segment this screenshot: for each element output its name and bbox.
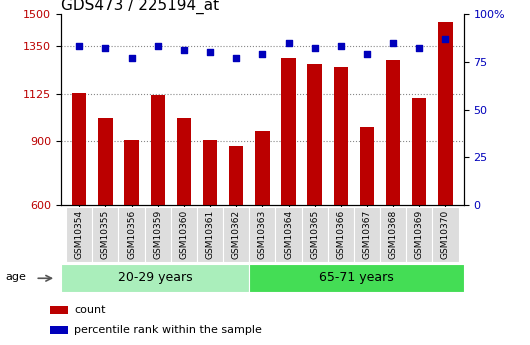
Bar: [438, 22, 453, 205]
Bar: [255, 131, 270, 205]
Bar: [333, 67, 348, 205]
Text: GSM10354: GSM10354: [75, 210, 84, 259]
FancyBboxPatch shape: [380, 207, 406, 262]
FancyBboxPatch shape: [66, 207, 92, 262]
Point: [206, 49, 214, 55]
Point: [127, 55, 136, 61]
Point: [363, 51, 371, 57]
Text: GSM10365: GSM10365: [310, 210, 319, 259]
Point: [284, 40, 293, 45]
FancyBboxPatch shape: [171, 207, 197, 262]
Bar: [98, 118, 112, 205]
Bar: [307, 64, 322, 205]
Point: [441, 36, 449, 41]
Text: GSM10364: GSM10364: [284, 210, 293, 259]
Point: [258, 51, 267, 57]
Text: percentile rank within the sample: percentile rank within the sample: [74, 325, 262, 335]
Text: GSM10359: GSM10359: [153, 210, 162, 259]
Text: GSM10363: GSM10363: [258, 210, 267, 259]
Text: GSM10367: GSM10367: [363, 210, 372, 259]
FancyBboxPatch shape: [145, 207, 171, 262]
Point: [154, 43, 162, 49]
FancyBboxPatch shape: [276, 207, 302, 262]
Text: GSM10366: GSM10366: [337, 210, 346, 259]
Text: GSM10368: GSM10368: [388, 210, 398, 259]
FancyBboxPatch shape: [92, 207, 119, 262]
Text: count: count: [74, 305, 105, 315]
Text: GSM10356: GSM10356: [127, 210, 136, 259]
FancyBboxPatch shape: [249, 207, 276, 262]
FancyBboxPatch shape: [61, 264, 249, 292]
Point: [75, 43, 84, 49]
FancyBboxPatch shape: [354, 207, 380, 262]
Bar: [386, 60, 400, 205]
Text: 20-29 years: 20-29 years: [118, 271, 192, 284]
FancyBboxPatch shape: [223, 207, 249, 262]
Text: age: age: [5, 272, 26, 282]
Text: GSM10370: GSM10370: [441, 210, 450, 259]
Text: GSM10369: GSM10369: [415, 210, 424, 259]
Text: GSM10360: GSM10360: [179, 210, 188, 259]
FancyBboxPatch shape: [249, 264, 464, 292]
Bar: [125, 140, 139, 205]
FancyBboxPatch shape: [328, 207, 354, 262]
FancyBboxPatch shape: [302, 207, 328, 262]
Point: [415, 46, 423, 51]
Bar: [176, 118, 191, 205]
Bar: [72, 92, 86, 205]
Bar: [50, 326, 68, 334]
Text: GSM10355: GSM10355: [101, 210, 110, 259]
Bar: [412, 98, 427, 205]
Point: [101, 46, 110, 51]
FancyBboxPatch shape: [406, 207, 432, 262]
Text: GSM10361: GSM10361: [206, 210, 215, 259]
FancyBboxPatch shape: [119, 207, 145, 262]
Bar: [151, 95, 165, 205]
Point: [311, 46, 319, 51]
Point: [232, 55, 241, 61]
Bar: [281, 58, 296, 205]
Text: 65-71 years: 65-71 years: [319, 271, 394, 284]
Bar: [360, 127, 374, 205]
Point: [337, 43, 345, 49]
Bar: [203, 140, 217, 205]
Bar: [50, 306, 68, 314]
Text: GSM10362: GSM10362: [232, 210, 241, 259]
Bar: [229, 146, 243, 205]
Point: [180, 47, 188, 53]
Text: GDS473 / 225194_at: GDS473 / 225194_at: [61, 0, 219, 14]
Point: [389, 40, 398, 45]
FancyBboxPatch shape: [432, 207, 458, 262]
FancyBboxPatch shape: [197, 207, 223, 262]
